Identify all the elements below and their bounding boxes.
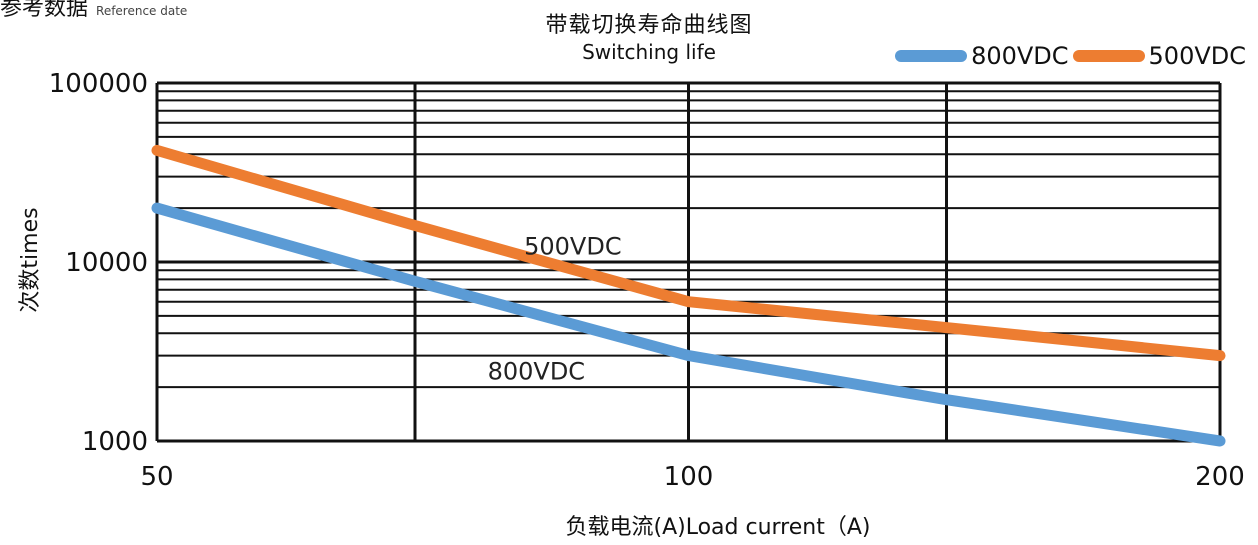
legend-item-800vdc: 800VDC <box>895 42 1069 70</box>
y-axis-label: 次数times <box>18 207 43 313</box>
legend-item-500vdc: 500VDC <box>1072 42 1246 70</box>
reference-data-label-zh: 参考数据 <box>0 0 89 21</box>
reference-data-label-en: Reference date <box>96 4 188 18</box>
x-tick-label: 100 <box>664 462 714 492</box>
reference-data-label: 参考数据 Reference date <box>0 0 187 22</box>
x-tick-label: 200 <box>1195 462 1245 492</box>
y-tick-label: 1000 <box>82 427 148 457</box>
x-tick-label: 50 <box>140 462 173 492</box>
legend-label-500vdc: 500VDC <box>1148 42 1246 70</box>
chart-subtitle: Switching life <box>582 40 716 64</box>
legend-swatch-500vdc <box>1072 50 1145 62</box>
series-line-800vdc <box>151 202 1226 447</box>
chart-title: 带载切换寿命曲线图 <box>545 13 753 38</box>
series-line-500vdc <box>151 144 1226 362</box>
legend-label-800vdc: 800VDC <box>971 42 1069 70</box>
legend-swatch-800vdc <box>895 50 968 62</box>
chart-legend: 800VDC 500VDC <box>891 42 1246 70</box>
inline-label-800vdc: 800VDC <box>488 358 585 386</box>
y-tick-label: 100000 <box>49 69 148 99</box>
x-axis-label: 负载电流(A)Load current（A) <box>565 515 871 540</box>
inline-label-500vdc: 500VDC <box>524 233 621 261</box>
y-tick-label: 10000 <box>65 248 148 278</box>
